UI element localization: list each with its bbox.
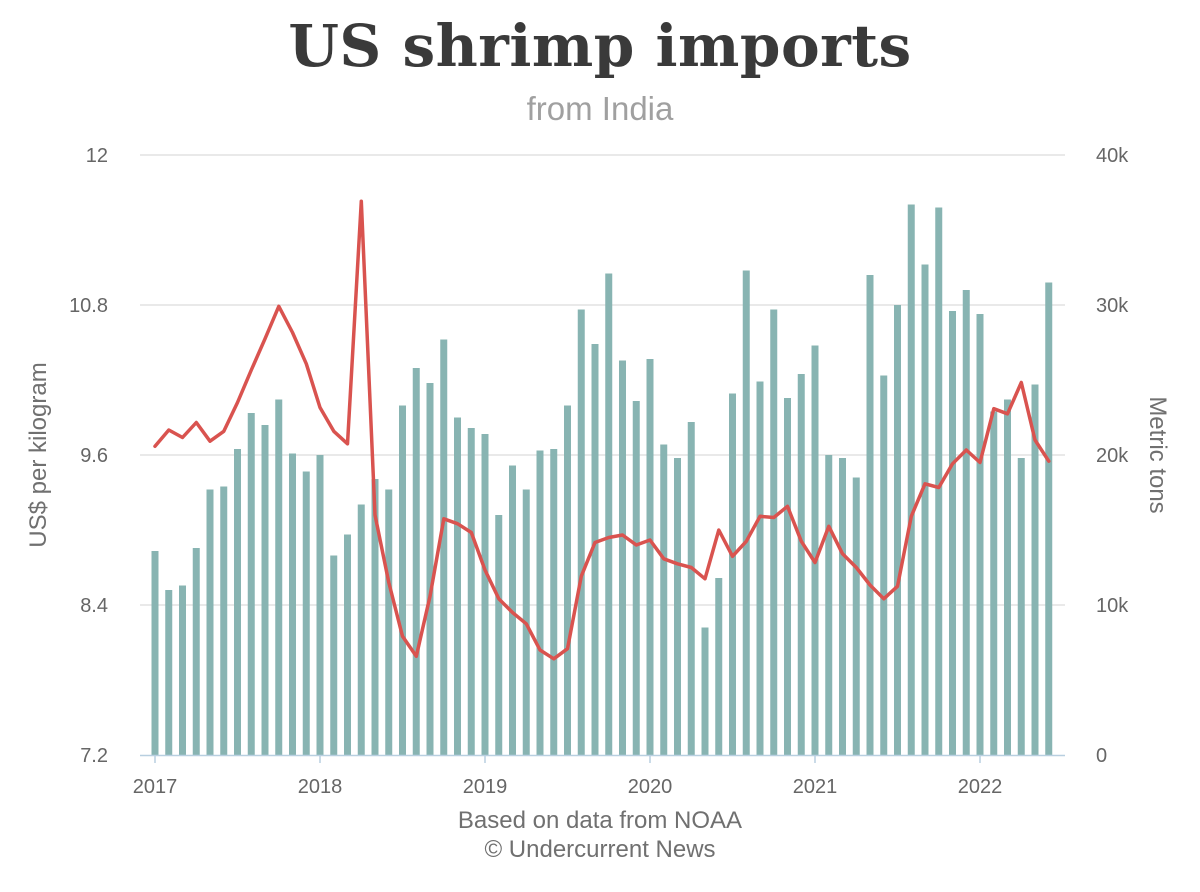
bar: [495, 515, 503, 755]
bar: [990, 411, 998, 755]
line-series: [153, 199, 1051, 661]
bar: [247, 413, 255, 755]
bar: [852, 477, 860, 755]
bar: [1017, 458, 1025, 755]
chart-title: US shrimp imports: [288, 12, 912, 80]
x-tick-label: 2022: [958, 776, 1003, 798]
price-line: [153, 199, 1051, 661]
bar: [316, 455, 324, 755]
axis-ticks: 7.2 8.4 9.6 10.8 12 0 10k 20k 30k 40k 2017 2018 2019…: [69, 145, 1129, 798]
bar: [467, 428, 475, 755]
bar: [165, 590, 173, 755]
bar: [564, 405, 571, 755]
bar: [674, 458, 681, 755]
bar: [206, 489, 214, 755]
bar: [839, 458, 846, 755]
y-tick-label-left: 7.2: [80, 745, 108, 767]
bar: [742, 270, 750, 755]
x-tick-label: 2019: [463, 776, 508, 798]
bar: [756, 381, 764, 755]
bar: [550, 449, 558, 755]
y-axis-title-right: Metric tons: [1144, 396, 1171, 513]
bar: [811, 345, 819, 755]
bar: [921, 264, 929, 755]
bar: [220, 486, 228, 755]
bar: [770, 309, 778, 755]
source-note: Based on data from NOAA © Undercurrent N…: [0, 806, 1200, 864]
bar: [976, 314, 984, 755]
bar: [646, 359, 654, 755]
bar: [935, 207, 943, 755]
bar: [481, 434, 489, 755]
x-tick-label: 2017: [133, 776, 178, 798]
bar: [632, 401, 640, 755]
bar: [192, 548, 200, 755]
bar: [1004, 399, 1011, 755]
bar: [426, 383, 434, 755]
bar-series: [151, 204, 1053, 755]
bar: [894, 305, 901, 755]
bar: [412, 368, 420, 755]
bar: [687, 422, 695, 755]
y-tick-label-right: 10k: [1096, 595, 1129, 617]
bar: [825, 455, 833, 755]
bar: [536, 450, 544, 755]
bar: [1031, 384, 1039, 755]
y-tick-label-right: 30k: [1096, 295, 1129, 317]
y-axis-title-left: US$ per kilogram: [25, 362, 52, 547]
bar: [330, 555, 338, 755]
y-tick-label-left: 8.4: [80, 595, 108, 617]
y-tick-label-right: 20k: [1096, 445, 1129, 467]
bar: [275, 399, 283, 755]
bar: [962, 290, 970, 755]
bar: [605, 273, 613, 755]
bar: [907, 204, 915, 755]
bar: [357, 504, 365, 755]
y-tick-label-left: 10.8: [69, 295, 108, 317]
bar: [385, 489, 393, 755]
bar: [151, 551, 159, 755]
bar: [715, 578, 723, 755]
bar: [454, 417, 461, 755]
bar: [234, 449, 241, 755]
bar: [261, 425, 269, 755]
bar: [344, 534, 351, 755]
chart-subtitle: from India: [526, 90, 674, 127]
y-tick-label-left: 9.6: [80, 445, 108, 467]
source-line-1: Based on data from NOAA: [457, 807, 743, 834]
bar: [866, 275, 874, 755]
bar: [371, 479, 379, 755]
y-tick-label-right: 0: [1096, 745, 1107, 767]
bar: [577, 309, 585, 755]
bar: [660, 444, 668, 755]
bar: [302, 471, 310, 755]
x-tick-label: 2021: [793, 776, 838, 798]
bar: [619, 360, 626, 755]
bar: [179, 585, 186, 755]
x-tick-label: 2018: [298, 776, 343, 798]
bar: [399, 405, 406, 755]
bar: [949, 311, 956, 755]
bar: [440, 339, 448, 755]
bar: [591, 344, 599, 755]
bar: [729, 393, 736, 755]
bar: [289, 453, 296, 755]
bar: [784, 398, 791, 755]
x-tick-label: 2020: [628, 776, 673, 798]
bar: [880, 375, 888, 755]
bar: [797, 374, 805, 755]
y-tick-label-left: 12: [86, 145, 108, 167]
bar: [1045, 282, 1053, 755]
bar: [701, 627, 709, 755]
source-line-2: © Undercurrent News: [484, 836, 716, 863]
y-tick-label-right: 40k: [1096, 145, 1129, 167]
